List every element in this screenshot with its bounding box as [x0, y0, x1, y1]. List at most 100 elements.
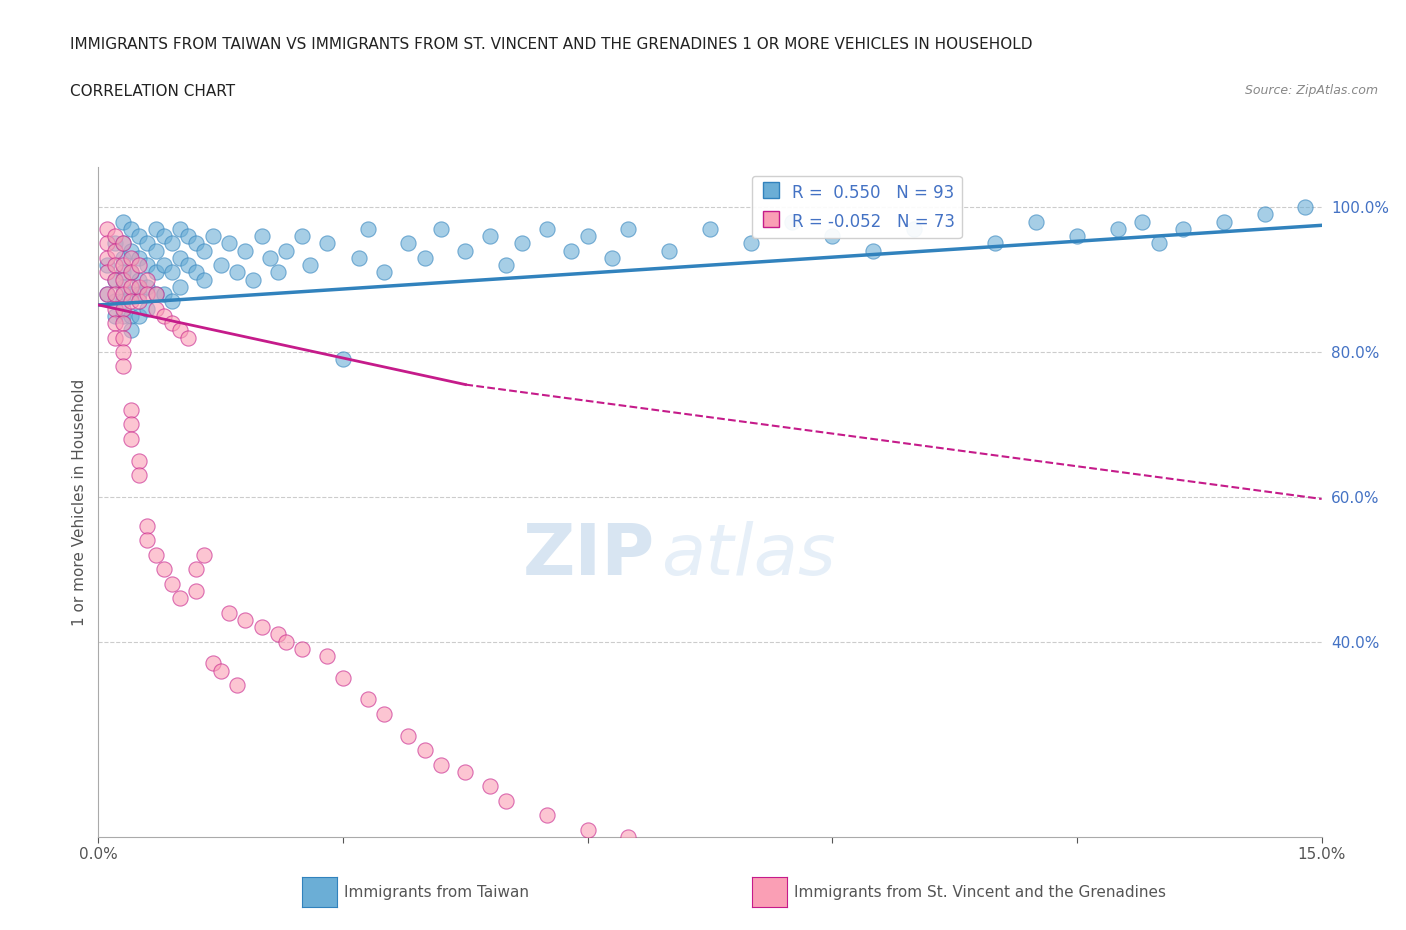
Text: CORRELATION CHART: CORRELATION CHART — [70, 84, 235, 99]
Point — [218, 605, 240, 620]
Point — [169, 591, 191, 605]
Point — [136, 518, 159, 533]
Point — [356, 692, 378, 707]
Point — [128, 258, 150, 272]
Point — [120, 294, 142, 309]
Point — [111, 258, 134, 272]
Point — [267, 627, 290, 642]
Point — [160, 265, 183, 280]
Point — [315, 648, 337, 663]
Point — [430, 757, 453, 772]
Point — [111, 265, 134, 280]
Point — [373, 707, 395, 722]
Point — [250, 229, 273, 244]
Point — [96, 258, 118, 272]
Point — [267, 265, 290, 280]
Point — [111, 344, 134, 359]
Point — [104, 330, 127, 345]
Point — [145, 547, 167, 562]
Point — [495, 258, 517, 272]
Point — [209, 258, 232, 272]
Point — [576, 822, 599, 837]
Point — [600, 250, 623, 265]
Point — [536, 808, 558, 823]
Point — [120, 265, 142, 280]
Point — [186, 265, 208, 280]
Text: Immigrants from Taiwan: Immigrants from Taiwan — [344, 885, 530, 900]
Text: Immigrants from St. Vincent and the Grenadines: Immigrants from St. Vincent and the Gren… — [794, 885, 1167, 900]
Point — [478, 229, 501, 244]
Point — [136, 236, 159, 251]
Point — [478, 779, 501, 794]
Point — [128, 286, 150, 301]
Point — [512, 236, 534, 251]
Text: Source: ZipAtlas.com: Source: ZipAtlas.com — [1244, 84, 1378, 97]
Point — [104, 315, 127, 330]
Point — [454, 244, 477, 259]
Point — [145, 286, 167, 301]
Point — [145, 221, 167, 236]
Point — [104, 272, 127, 287]
Point — [136, 279, 159, 294]
Point — [111, 236, 134, 251]
Point — [617, 830, 640, 844]
Point — [250, 619, 273, 634]
Point — [349, 250, 371, 265]
Point — [111, 272, 134, 287]
Point — [120, 279, 142, 294]
Point — [104, 272, 127, 287]
Point — [120, 403, 142, 418]
Point — [177, 258, 200, 272]
Point — [120, 432, 142, 446]
Point — [120, 323, 142, 338]
Point — [104, 229, 127, 244]
Point — [233, 244, 256, 259]
Point — [169, 323, 191, 338]
Point — [145, 286, 167, 301]
Point — [160, 577, 183, 591]
Point — [145, 265, 167, 280]
Point — [291, 229, 314, 244]
Point — [536, 221, 558, 236]
Point — [96, 236, 118, 251]
Point — [128, 468, 150, 483]
Point — [186, 236, 208, 251]
Point — [186, 562, 208, 577]
Text: atlas: atlas — [661, 522, 835, 591]
Point — [160, 294, 183, 309]
Point — [1130, 214, 1153, 229]
Legend: R =  0.550   N = 93, R = -0.052   N = 73: R = 0.550 N = 93, R = -0.052 N = 73 — [752, 176, 962, 238]
Point — [128, 453, 150, 468]
Point — [373, 265, 395, 280]
Point — [862, 244, 884, 259]
Point — [413, 743, 436, 758]
Point — [560, 244, 582, 259]
Point — [136, 258, 159, 272]
Point — [1107, 221, 1129, 236]
Point — [136, 272, 159, 287]
Point — [315, 236, 337, 251]
Point — [332, 671, 354, 685]
Point — [145, 301, 167, 316]
Point — [274, 244, 297, 259]
Point — [96, 250, 118, 265]
Point — [274, 634, 297, 649]
Point — [699, 221, 721, 236]
Point — [740, 236, 762, 251]
Point — [193, 272, 215, 287]
Point — [209, 663, 232, 678]
Point — [658, 244, 681, 259]
Point — [291, 642, 314, 657]
Point — [111, 279, 134, 294]
Point — [111, 286, 134, 301]
Point — [128, 229, 150, 244]
Point — [160, 236, 183, 251]
Point — [299, 258, 322, 272]
Point — [1147, 236, 1170, 251]
Point — [136, 301, 159, 316]
Point — [1066, 229, 1088, 244]
Point — [96, 286, 118, 301]
Point — [128, 279, 150, 294]
Point — [128, 309, 150, 324]
Point — [576, 229, 599, 244]
